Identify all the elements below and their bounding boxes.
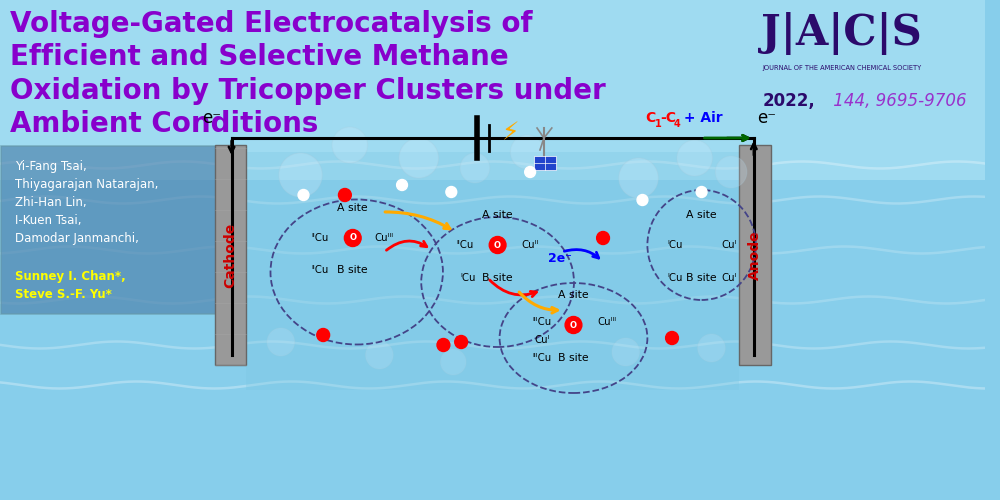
Circle shape [279, 153, 322, 197]
Text: O: O [349, 234, 356, 242]
Circle shape [525, 166, 536, 177]
Circle shape [344, 230, 361, 246]
Text: 4: 4 [674, 119, 681, 129]
Circle shape [437, 338, 450, 351]
Text: 2e⁻: 2e⁻ [548, 252, 572, 264]
Text: C: C [645, 111, 656, 125]
Text: Yi-Fang Tsai,
Thiyagarajan Natarajan,
Zhi-Han Lin,
I-Kuen Tsai,
Damodar Janmanch: Yi-Fang Tsai, Thiyagarajan Natarajan, Zh… [15, 160, 158, 245]
Bar [215, 145, 246, 365]
Text: JOURNAL OF THE AMERICAN CHEMICAL SOCIETY: JOURNAL OF THE AMERICAN CHEMICAL SOCIETY [763, 65, 922, 71]
Bar [0, 0, 985, 180]
Text: + Air: + Air [679, 111, 723, 125]
Text: e⁻: e⁻ [202, 109, 221, 127]
Text: A site: A site [558, 290, 589, 300]
Text: ᴵᴵCu: ᴵᴵCu [312, 265, 329, 275]
Text: Cuᴵ: Cuᴵ [721, 240, 737, 250]
Text: O: O [570, 320, 577, 330]
Text: Cuᴵ: Cuᴵ [721, 273, 737, 283]
Text: ᴵCu: ᴵCu [460, 273, 476, 283]
Circle shape [489, 236, 506, 254]
Text: 1: 1 [655, 119, 662, 129]
Circle shape [698, 334, 725, 362]
Circle shape [267, 328, 295, 356]
Text: B site: B site [558, 353, 589, 363]
Circle shape [399, 138, 438, 178]
Circle shape [332, 127, 368, 163]
Circle shape [666, 332, 678, 344]
Circle shape [298, 190, 309, 200]
Circle shape [338, 188, 351, 202]
Circle shape [317, 328, 330, 342]
Circle shape [696, 186, 707, 198]
Text: Cuᴵᴵ: Cuᴵᴵ [522, 240, 539, 250]
Bar [246, 152, 739, 390]
Text: ᴵCu: ᴵCu [667, 240, 683, 250]
Text: Cathode: Cathode [224, 222, 238, 288]
Text: A site: A site [686, 210, 717, 220]
Text: O: O [494, 240, 501, 250]
Circle shape [510, 135, 544, 169]
Text: ᴵCu: ᴵCu [667, 273, 683, 283]
Circle shape [637, 194, 648, 205]
Text: e⁻: e⁻ [757, 109, 776, 127]
Text: A site: A site [337, 203, 368, 213]
Text: Anode: Anode [748, 230, 762, 280]
Text: Voltage-Gated Electrocatalysis of
Efficient and Selective Methane
Oxidation by T: Voltage-Gated Electrocatalysis of Effici… [10, 10, 606, 138]
Text: 2022,: 2022, [763, 92, 815, 110]
Text: Cuᴵ: Cuᴵ [534, 335, 550, 345]
Text: ᴵᴵᴵCu: ᴵᴵᴵCu [532, 317, 552, 327]
Text: Cuᴵᴵᴵ: Cuᴵᴵᴵ [375, 233, 394, 243]
Circle shape [597, 232, 609, 244]
Circle shape [715, 156, 747, 188]
Circle shape [440, 349, 466, 375]
Text: ⚡: ⚡ [502, 121, 519, 145]
Circle shape [460, 153, 490, 183]
Circle shape [397, 180, 407, 190]
Text: B site: B site [482, 273, 513, 283]
Circle shape [619, 158, 658, 198]
Circle shape [366, 341, 393, 369]
Circle shape [677, 140, 712, 176]
Text: 144, 9695-9706: 144, 9695-9706 [828, 92, 966, 110]
Circle shape [565, 316, 582, 334]
Bar [739, 145, 771, 365]
Text: Sunney I. Chan*,
Steve S.-F. Yu*: Sunney I. Chan*, Steve S.-F. Yu* [15, 270, 126, 301]
Circle shape [446, 186, 457, 198]
Text: B site: B site [337, 265, 368, 275]
Text: A site: A site [482, 210, 513, 220]
Text: Cuᴵᴵᴵ: Cuᴵᴵᴵ [597, 317, 617, 327]
Text: ᴵᴵCu: ᴵᴵCu [456, 240, 474, 250]
Circle shape [455, 336, 468, 348]
Text: B site: B site [686, 273, 717, 283]
FancyBboxPatch shape [1, 146, 234, 314]
Text: -C: -C [660, 111, 676, 125]
Text: J|A|C|S: J|A|C|S [761, 12, 921, 55]
Text: ᴵᴵᴵCu: ᴵᴵᴵCu [532, 353, 552, 363]
Text: ᴵᴵCu: ᴵᴵCu [312, 233, 329, 243]
Bar [534, 156, 556, 170]
Circle shape [612, 338, 640, 366]
